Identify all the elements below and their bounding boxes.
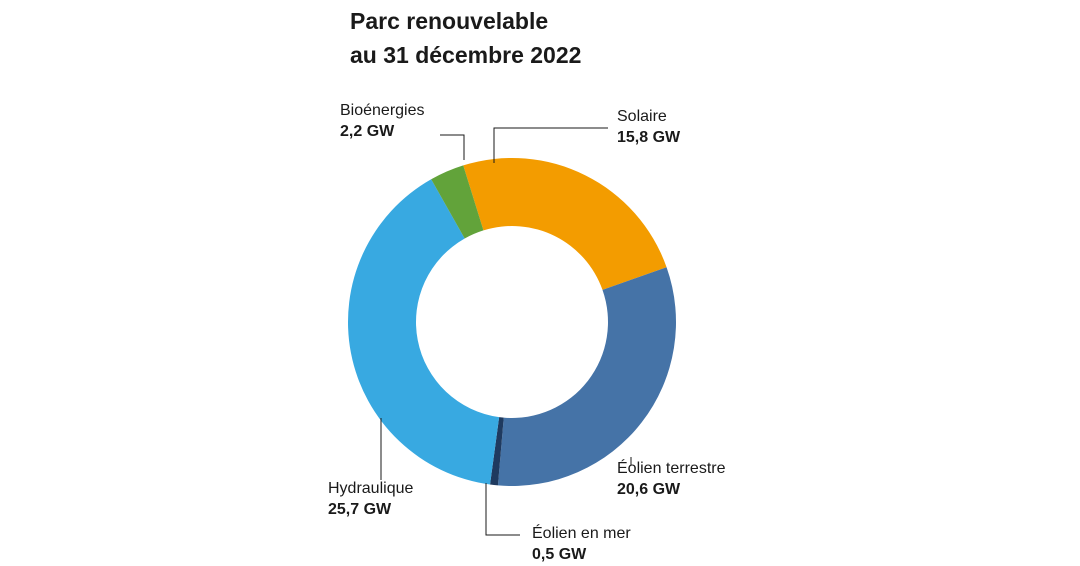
slice-hydraulique [348,179,500,485]
label-bioenergies: Bioénergies 2,2 GW [340,100,425,142]
chart-title-line-2: au 31 décembre 2022 [350,42,582,68]
chart-title-line-1: Parc renouvelable [350,8,549,34]
label-hydraulique-value: 25,7 GW [328,501,392,518]
label-eolien-terrestre-name: Éolien terrestre [617,460,726,477]
label-eolien-en-mer-name: Éolien en mer [532,525,631,542]
label-bioenergies-value: 2,2 GW [340,123,395,140]
label-eolien-terrestre-value: 20,6 GW [617,481,681,498]
label-solaire-value: 15,8 GW [617,129,681,146]
leader-line-eolien-en-mer [485,483,520,536]
slice-eolien-en-mer [490,417,504,486]
slice-solaire [463,158,667,290]
label-bioenergies-name: Bioénergies [340,102,425,119]
leader-lines [380,127,632,536]
label-hydraulique-name: Hydraulique [328,480,414,497]
slice-eolien-terrestre [497,267,677,486]
label-eolien-en-mer-value: 0,5 GW [532,546,587,563]
label-eolien-terrestre: Éolien terrestre 20,6 GW [617,458,726,500]
label-solaire-name: Solaire [617,108,667,125]
label-hydraulique: Hydraulique 25,7 GW [328,478,413,520]
leader-line-solaire [493,127,608,163]
label-eolien-en-mer: Éolien en mer 0,5 GW [532,523,631,565]
slice-bioenergies [431,165,484,239]
label-solaire: Solaire 15,8 GW [617,106,680,148]
chart-title: Parc renouvelable au 31 décembre 2022 [350,4,581,72]
donut-slices [348,158,677,486]
leader-line-bioenergies [440,134,465,160]
